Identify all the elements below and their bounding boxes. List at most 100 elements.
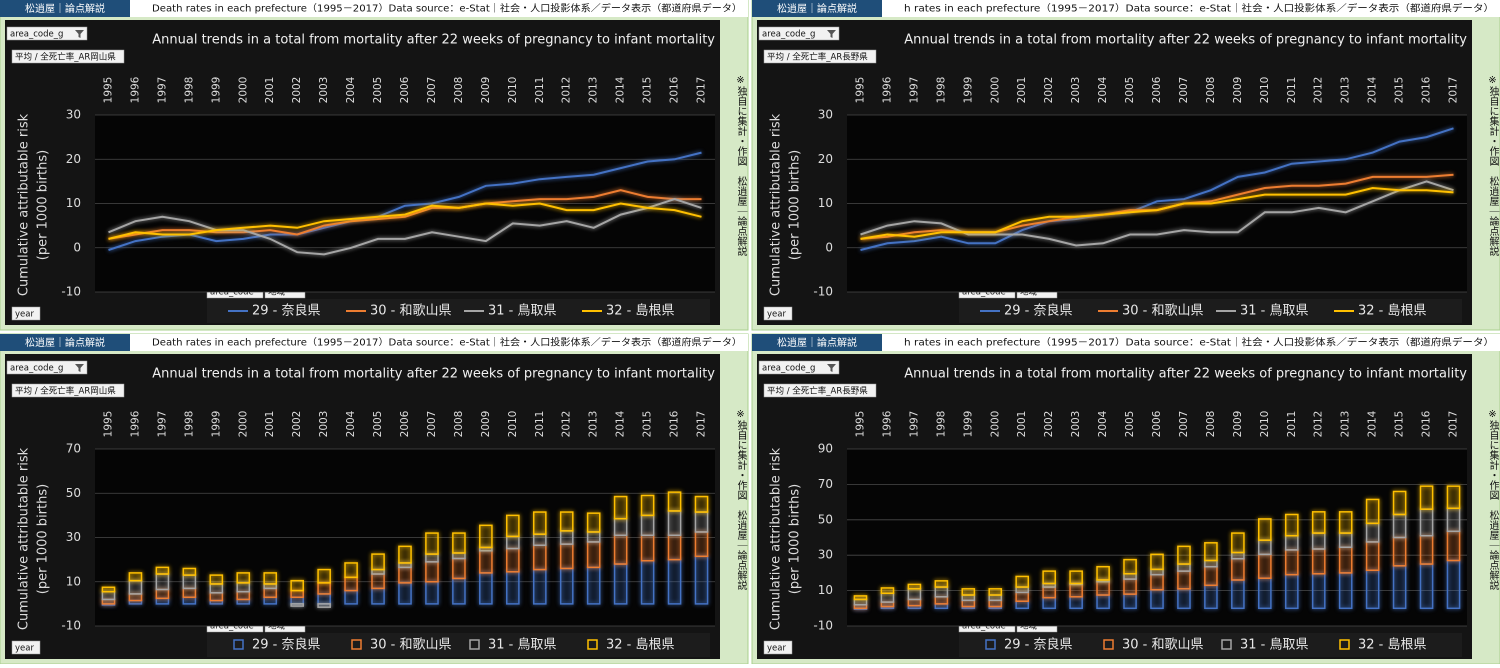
stacked-bar (640, 514, 655, 537)
stacked-bar (1042, 570, 1056, 585)
stacked-bar (1042, 596, 1056, 610)
x-tick-label: 2008 (453, 411, 465, 438)
side-note: ※独自に集計・作図 松逍屋｜論点解説 (1487, 409, 1499, 591)
measure-button[interactable]: 平均 / 全死亡率_AR長野県 (767, 386, 868, 397)
x-tick-label: 1998 (935, 411, 947, 438)
measure-button-box[interactable] (763, 49, 877, 64)
filter-button[interactable]: area_code_g (10, 30, 63, 40)
x-tick-label: 2003 (1070, 411, 1082, 438)
stacked-bar (479, 524, 493, 549)
row-button[interactable]: year (767, 310, 786, 320)
legend-field-button[interactable]: area_code (962, 288, 1006, 298)
y-tick-label: 10 (818, 196, 833, 210)
header-text: h rates in each prefecture（1995－2017）Dat… (904, 3, 1494, 15)
stacked-bar (290, 603, 304, 607)
x-tick-label: 2003 (1070, 77, 1082, 104)
legend-label: 30 - 和歌山県 (1122, 638, 1204, 653)
measure-button[interactable]: 平均 / 全死亡率_AR長野県 (767, 52, 868, 63)
measure-button-box[interactable] (11, 49, 125, 64)
badge-bg (752, 334, 882, 351)
header-text: Death rates in each prefecture（1995－2017… (152, 3, 742, 15)
stacked-bar (1365, 541, 1380, 571)
measure-button[interactable]: 平均 / 全死亡率_AR岡山県 (15, 386, 116, 397)
stacked-bar (694, 495, 709, 513)
x-tick-label: 2010 (507, 411, 519, 438)
stacked-bar (1284, 534, 1299, 551)
x-tick-label: 1998 (183, 77, 195, 104)
legend-label: 31 - 鳥取県 (1240, 304, 1309, 319)
row-button[interactable]: year (15, 310, 34, 320)
x-tick-label: 2017 (696, 411, 708, 438)
x-tick-label: 2011 (534, 77, 546, 104)
stacked-bar (155, 597, 170, 605)
row-button-box[interactable] (763, 306, 793, 321)
x-tick-label: 1998 (935, 77, 947, 104)
y-axis-title: Cumulative attributable risk (17, 113, 32, 296)
x-tick-label: 2000 (989, 77, 1001, 104)
x-tick-label: 2002 (1043, 411, 1055, 438)
measure-button-box[interactable] (763, 383, 877, 398)
stacked-bar (667, 534, 682, 561)
measure-button-box[interactable] (11, 383, 125, 398)
legend-label: 30 - 和歌山県 (1122, 304, 1204, 319)
legend-label: 31 - 鳥取県 (488, 304, 557, 319)
x-tick-label: 2001 (1016, 411, 1028, 438)
x-tick-label: 1995 (854, 411, 866, 438)
filter-button-box[interactable] (6, 360, 88, 375)
row-button-box[interactable] (11, 306, 41, 321)
row-button[interactable]: year (15, 644, 34, 654)
legend-field-button[interactable]: area_code (210, 288, 254, 298)
y-tick-label: 10 (66, 196, 81, 210)
series-line (860, 186, 1454, 240)
stacked-bar (1419, 508, 1434, 537)
chart-title: Annual trends in a total from mortality … (904, 367, 1467, 382)
x-tick-label: 2010 (1259, 77, 1271, 104)
x-tick-label: 1996 (881, 410, 893, 437)
stacked-bar (1231, 579, 1245, 610)
y-tick-label: 30 (66, 530, 81, 544)
x-tick-label: 2011 (1286, 411, 1298, 438)
stacked-bar (209, 574, 224, 585)
y-axis-title: Cumulative attributable risk (769, 113, 784, 296)
stacked-bar (1419, 485, 1434, 510)
filter-button-box[interactable] (758, 26, 840, 41)
row-button[interactable]: year (767, 644, 786, 654)
x-tick-label: 1998 (183, 411, 195, 438)
legend-field-button[interactable]: area_code (210, 622, 254, 632)
stacked-bar (961, 594, 976, 602)
measure-button[interactable]: 平均 / 全死亡率_AR岡山県 (15, 52, 116, 63)
stacked-bar (101, 590, 116, 601)
legend-swatch (1221, 639, 1232, 650)
stacked-bar (1231, 557, 1245, 581)
stacked-bar (613, 534, 628, 565)
x-tick-label: 2017 (1448, 77, 1460, 104)
legend-label: 29 - 奈良県 (1004, 303, 1073, 319)
filter-button[interactable]: area_code_g (762, 364, 815, 374)
x-tick-label: 2007 (426, 77, 438, 104)
stacked-bar (559, 567, 574, 605)
filter-button[interactable]: area_code_g (762, 30, 815, 40)
stacked-bar (182, 567, 197, 576)
x-tick-label: 2007 (426, 411, 438, 438)
stacked-bar (452, 552, 466, 560)
stacked-bar (155, 588, 170, 600)
stacked-bar (371, 587, 385, 605)
row-button-box[interactable] (763, 640, 793, 655)
legend-field-button[interactable]: area_code (962, 622, 1006, 632)
x-tick-label: 1996 (129, 76, 141, 103)
filter-button[interactable]: area_code_g (10, 364, 63, 374)
stacked-bar (694, 555, 709, 605)
stacked-bar (398, 545, 412, 564)
stacked-bar (1231, 551, 1245, 560)
filter-button-box[interactable] (6, 26, 88, 41)
stacked-bar (1231, 532, 1245, 554)
stacked-bar (209, 592, 224, 602)
stacked-bar (532, 533, 547, 546)
stacked-bar (290, 596, 304, 605)
plot-area (847, 449, 1467, 626)
badge: 松逍屋｜論点解説 (777, 336, 857, 349)
stacked-bar (1284, 513, 1299, 537)
filter-button-box[interactable] (758, 360, 840, 375)
stacked-bar (317, 568, 331, 584)
row-button-box[interactable] (11, 640, 41, 655)
